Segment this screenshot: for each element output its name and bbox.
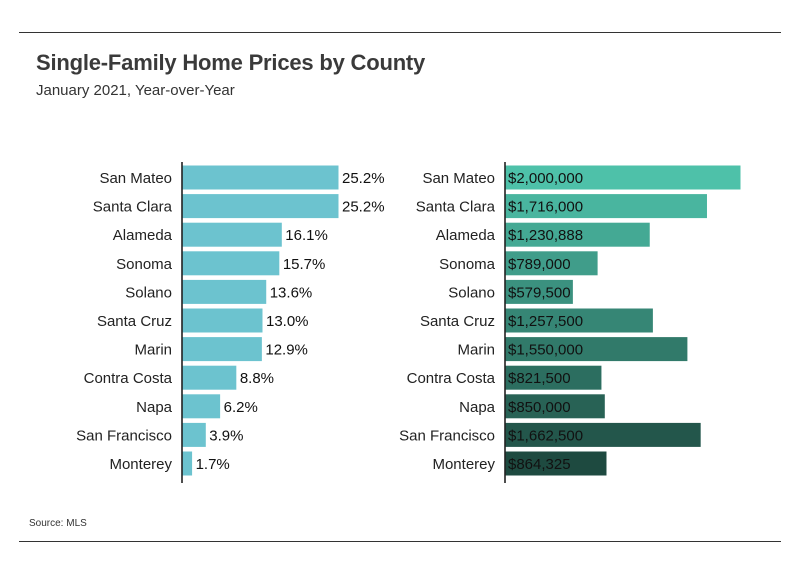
right-category-label: Marin — [457, 342, 495, 359]
right-value-label: $1,662,500 — [508, 427, 583, 444]
left-bar — [181, 336, 263, 363]
chart-subtitle: January 2021, Year-over-Year — [36, 82, 235, 99]
right-bar — [504, 278, 574, 305]
right-value-label: $1,230,888 — [508, 227, 583, 244]
top-rule — [19, 32, 781, 33]
left-value-label: 15.7% — [283, 256, 326, 273]
right-category-label: Sonoma — [439, 256, 496, 273]
left-category-label: Monterey — [109, 456, 172, 473]
right-bar — [504, 421, 702, 448]
right-category-label: San Mateo — [422, 170, 495, 187]
chart-title: Single-Family Home Prices by County — [36, 50, 426, 75]
right-bar — [504, 393, 606, 420]
left-category-label: San Mateo — [99, 170, 172, 187]
right-bar — [504, 221, 651, 248]
right-bar — [504, 307, 654, 334]
left-bar — [181, 193, 340, 220]
right-value-label: $850,000 — [508, 399, 571, 416]
left-value-label: 6.2% — [224, 399, 258, 416]
left-bar — [181, 450, 194, 477]
left-category-label: Alameda — [113, 227, 173, 244]
left-category-label: Contra Costa — [84, 370, 173, 387]
left-value-label: 3.9% — [209, 427, 243, 444]
right-value-label: $579,500 — [508, 284, 571, 301]
right-bar — [504, 250, 599, 277]
left-value-label: 16.1% — [285, 227, 328, 244]
left-value-label: 12.9% — [265, 342, 308, 359]
left-category-label: Sonoma — [116, 256, 173, 273]
right-bar — [504, 164, 742, 191]
left-bar — [181, 221, 283, 248]
left-value-label: 25.2% — [342, 199, 385, 216]
right-category-label: San Francisco — [399, 427, 495, 444]
right-bar — [504, 336, 689, 363]
right-category-label: Solano — [448, 284, 495, 301]
right-category-label: Alameda — [436, 227, 496, 244]
right-category-label: Santa Clara — [416, 199, 496, 216]
bottom-rule — [19, 541, 781, 542]
right-value-label: $2,000,000 — [508, 170, 583, 187]
left-bar — [181, 421, 207, 448]
left-value-label: 1.7% — [196, 456, 230, 473]
left-category-label: Santa Clara — [93, 199, 173, 216]
right-category-label: Santa Cruz — [420, 313, 495, 330]
right-value-label: $789,000 — [508, 256, 571, 273]
right-value-label: $864,325 — [508, 456, 571, 473]
left-value-label: 13.0% — [266, 313, 309, 330]
right-value-label: $1,716,000 — [508, 199, 583, 216]
left-category-label: Marin — [134, 342, 172, 359]
right-category-label: Monterey — [432, 456, 495, 473]
left-bar — [181, 278, 268, 305]
left-bar — [181, 364, 238, 391]
right-bar — [504, 364, 603, 391]
right-category-label: Napa — [459, 399, 496, 416]
right-category-label: Contra Costa — [407, 370, 496, 387]
source-note: Source: MLS — [29, 518, 87, 529]
left-category-label: Santa Cruz — [97, 313, 172, 330]
left-category-label: Solano — [125, 284, 172, 301]
left-value-label: 25.2% — [342, 170, 385, 187]
right-value-label: $1,257,500 — [508, 313, 583, 330]
left-category-label: San Francisco — [76, 427, 172, 444]
left-bar — [181, 250, 281, 277]
left-bar — [181, 164, 340, 191]
left-bar — [181, 307, 264, 334]
right-bar — [504, 450, 608, 477]
right-value-label: $821,500 — [508, 370, 571, 387]
left-value-label: 13.6% — [270, 284, 313, 301]
left-value-label: 8.8% — [240, 370, 274, 387]
left-category-label: Napa — [136, 399, 173, 416]
left-bar — [181, 393, 222, 420]
right-value-label: $1,550,000 — [508, 342, 583, 359]
